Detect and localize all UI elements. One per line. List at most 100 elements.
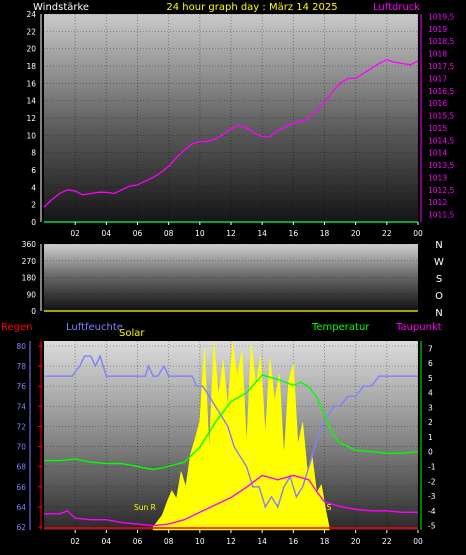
pressure-tick-label: 1012,5 [428,186,454,195]
compass-label: O [435,291,443,302]
pressure-tick-label: 1017 [428,74,447,83]
pressure-tick-label: 1013 [428,173,447,182]
legend-rain: Regen [1,322,33,333]
panel-humidity-temperature: 62646668707274767880-5-4-3-2-10123456702… [16,341,436,546]
temperature-tick-label: 5 [428,374,433,383]
humidity-xtick-label: 14 [257,537,267,546]
temperature-tick-label: 6 [428,359,433,368]
temperature-tick-label: 7 [428,344,433,353]
right-axis-title: Luftdruck [373,2,420,13]
temperature-tick-label: 3 [428,403,433,412]
legend-solar: Solar [119,328,145,339]
pressure-xtick-label: 04 [102,229,112,238]
pressure-xtick-label: 02 [70,229,80,238]
pressure-xtick-label: 14 [257,229,267,238]
wind-direction-tick-label: 270 [22,257,37,266]
temperature-tick-label: 2 [428,418,433,427]
humidity-tick-label: 72 [16,422,26,431]
humidity-tick-label: 74 [16,402,26,411]
humidity-xtick-label: 06 [133,537,143,546]
humidity-xtick-label: 18 [320,537,330,546]
wind-direction-tick-label: 360 [22,240,37,249]
chart-title: 24 hour graph day : März 14 2025 [166,2,337,13]
humidity-xtick-label: 16 [289,537,299,546]
temperature-series-line [44,374,419,471]
temperature-tick-label: -3 [428,492,436,501]
humidity-xtick-label: 22 [382,537,392,546]
pressure-tick-label: 1014 [428,149,447,158]
compass-label: N [435,240,442,251]
pressure-tick-label: 1013,5 [428,161,454,170]
wind-speed-tick-label: 24 [26,10,36,19]
pressure-tick-label: 1014,5 [428,136,454,145]
pressure-xtick-label: 20 [351,229,361,238]
pressure-xtick-label: 12 [226,229,236,238]
humidity-xtick-label: 10 [195,537,205,546]
humidity-tick-label: 80 [16,342,26,351]
pressure-tick-label: 1011,5 [428,211,454,220]
legend-humidity: Luftfeuchte [66,322,123,333]
pressure-xtick-label: 22 [382,229,392,238]
wind-speed-tick-label: 22 [26,27,36,36]
temperature-tick-label: -2 [428,477,436,486]
pressure-tick-label: 1015,5 [428,112,454,121]
wind-speed-tick-label: 14 [26,97,36,106]
pressure-tick-label: 1018,5 [428,37,454,46]
humidity-tick-label: 62 [16,523,26,532]
pressure-tick-label: 1016 [428,99,447,108]
wind-speed-tick-label: 4 [31,183,36,192]
temperature-tick-label: -1 [428,463,436,472]
humidity-xtick-label: 00 [413,537,423,546]
humidity-xtick-label: 20 [351,537,361,546]
temperature-tick-label: 0 [428,448,433,457]
wind-speed-tick-label: 18 [26,62,36,71]
humidity-tick-label: 66 [16,483,26,492]
legend-dewpoint: Taupunkt [395,322,442,333]
humidity-xtick-label: 02 [70,537,80,546]
plot-area-wind-direction [44,244,418,311]
humidity-xtick-label: 12 [226,537,236,546]
pressure-tick-label: 1015 [428,124,447,133]
pressure-tick-label: 1012 [428,198,447,207]
wind-speed-tick-label: 10 [26,131,36,140]
wind-speed-tick-label: 8 [31,149,36,158]
humidity-series-line [44,354,418,509]
left-axis-title: Windstärke [33,2,89,13]
panel-pressure-wind: 0246810121416182022241011,510121012,5101… [26,10,454,238]
pressure-xtick-label: 00 [413,229,423,238]
wind-speed-tick-label: 16 [26,79,36,88]
pressure-xtick-label: 06 [133,229,143,238]
pressure-tick-label: 1019 [428,25,447,34]
wind-direction-tick-label: 180 [22,274,37,283]
temperature-tick-label: -4 [428,507,436,516]
wind-speed-tick-label: 20 [26,45,36,54]
dewpoint-series-line [44,474,418,527]
wind-speed-tick-label: 6 [31,166,36,175]
plot-area-pressure [44,14,418,222]
legend: Regen Luftfeuchte Solar Temperatur Taupu… [1,322,442,339]
sunset-label: Sun S [310,503,332,512]
wind-speed-tick-label: 2 [31,201,36,210]
humidity-tick-label: 70 [16,443,26,452]
pressure-tick-label: 1018 [428,50,447,59]
temperature-tick-label: 1 [428,433,433,442]
pressure-xtick-label: 10 [195,229,205,238]
humidity-tick-label: 76 [16,382,26,391]
humidity-tick-label: 68 [16,463,26,472]
pressure-tick-label: 1019,5 [428,12,454,21]
pressure-tick-label: 1017,5 [428,62,454,71]
wind-direction-tick-label: 0 [31,307,36,316]
temperature-tick-label: -5 [428,522,436,531]
sunrise-label: Sun R [134,503,156,512]
humidity-xtick-label: 08 [164,537,174,546]
pressure-tick-label: 1016,5 [428,87,454,96]
wind-speed-tick-label: 12 [26,114,36,123]
pressure-xtick-label: 16 [289,229,299,238]
pressure-xtick-label: 08 [164,229,174,238]
temperature-tick-label: 4 [428,389,433,398]
compass-label: N [435,308,442,319]
wind-speed-tick-label: 0 [31,218,36,227]
wind-direction-tick-label: 90 [26,290,36,299]
